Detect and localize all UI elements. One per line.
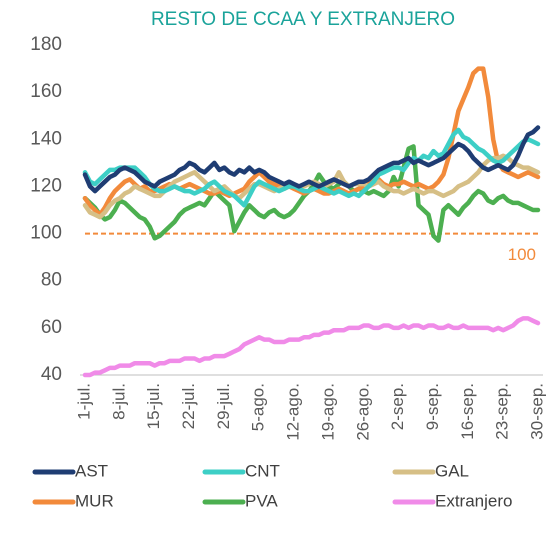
chart-title: RESTO DE CCAA Y EXTRANJERO [151, 9, 455, 30]
x-tick-label: 19-ago. [318, 383, 337, 441]
x-tick-label: 23-sep. [493, 383, 512, 440]
legend-label: MUR [75, 491, 114, 510]
x-tick-label: 8-jul. [109, 383, 128, 420]
y-tick-label: 140 [30, 128, 62, 149]
x-tick-label: 1-jul. [74, 383, 93, 420]
x-tick-label: 26-ago. [353, 383, 372, 441]
series-line [82, 127, 541, 208]
y-tick-label: 180 [30, 34, 62, 55]
x-tick-label: 16-sep. [458, 383, 477, 440]
legend-label: CNT [245, 461, 280, 480]
legend-label: PVA [245, 491, 278, 510]
x-tick-label: 22-jul. [179, 383, 198, 429]
x-tick-label: 5-ago. [249, 383, 268, 431]
reference-label: 100 [508, 245, 536, 264]
series-line [82, 316, 541, 378]
y-tick-label: 80 [41, 270, 62, 291]
x-tick-label: 9-sep. [423, 383, 442, 430]
series-line [82, 125, 541, 194]
legend-label: AST [75, 461, 108, 480]
x-tick-label: 12-ago. [284, 383, 303, 441]
y-tick-label: 40 [41, 364, 62, 385]
legend-label: GAL [435, 461, 469, 480]
legend-label: Extranjero [435, 491, 512, 510]
x-tick-label: 2-sep. [388, 383, 407, 430]
y-tick-label: 100 [30, 223, 62, 244]
x-tick-label: 15-jul. [144, 383, 163, 429]
x-tick-label: 29-jul. [214, 383, 233, 429]
y-tick-label: 120 [30, 175, 62, 196]
y-tick-label: 60 [41, 317, 62, 338]
x-tick-label: 30-sep. [527, 383, 546, 440]
y-tick-label: 160 [30, 81, 62, 102]
